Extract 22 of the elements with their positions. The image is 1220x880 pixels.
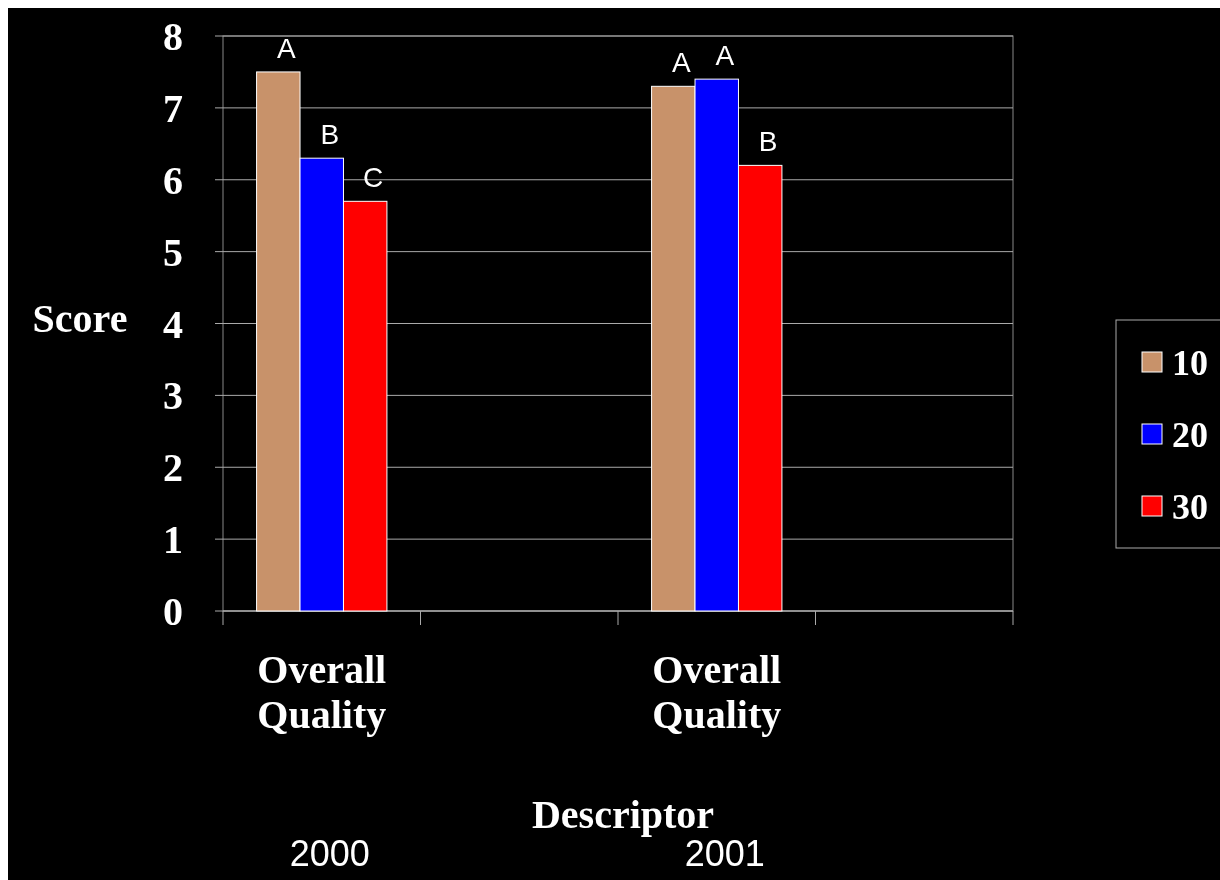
y-tick-label: 8 bbox=[163, 14, 183, 59]
y-tick-label: 7 bbox=[163, 85, 183, 131]
y-tick-label: 3 bbox=[163, 373, 183, 419]
legend-label: 30 bbox=[1172, 486, 1208, 527]
y-tick-label: 2 bbox=[163, 445, 183, 491]
x-tick-label: Overall Quality bbox=[257, 647, 387, 737]
x-tick-label: Overall Quality bbox=[652, 647, 782, 737]
text: 2000 bbox=[289, 833, 370, 874]
y-tick-label: 1 bbox=[163, 517, 183, 563]
legend-label: 10 bbox=[1172, 342, 1208, 383]
data-label: B bbox=[758, 126, 778, 158]
data-label: B bbox=[320, 119, 340, 151]
y-tick-label: 6 bbox=[163, 157, 183, 203]
y-tick-label: 4 bbox=[163, 301, 183, 347]
y-axis-title: Score bbox=[32, 296, 128, 341]
data-label: A bbox=[715, 40, 735, 72]
y-tick-label: 0 bbox=[163, 589, 183, 634]
y-tick-label: 5 bbox=[163, 229, 183, 275]
data-label: A bbox=[276, 32, 296, 64]
legend-label: 20 bbox=[1172, 414, 1208, 455]
data-label: C bbox=[363, 162, 384, 194]
data-label: A bbox=[671, 47, 691, 79]
